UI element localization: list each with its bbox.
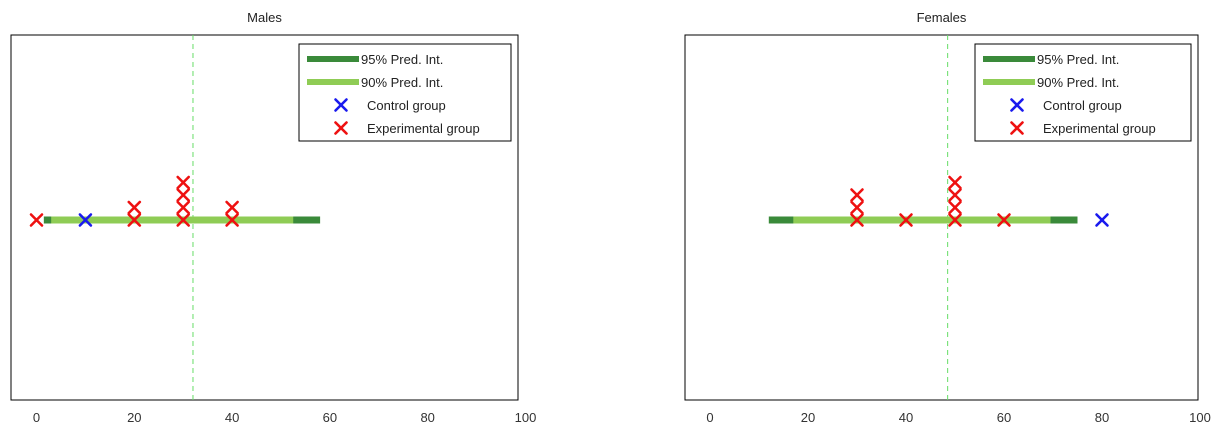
x-tick-label: 40 bbox=[899, 410, 913, 425]
experimental-point-stroke bbox=[997, 213, 1011, 227]
experimental-point-stroke bbox=[948, 188, 962, 202]
experimental-point-stroke bbox=[176, 188, 190, 202]
control-point bbox=[1095, 213, 1109, 227]
x-tick-label: 80 bbox=[1095, 410, 1109, 425]
control-point-stroke bbox=[1095, 213, 1109, 227]
experimental-point bbox=[997, 213, 1011, 227]
experimental-point-stroke bbox=[850, 213, 864, 227]
chart-title: Females bbox=[917, 10, 967, 25]
legend-marker-experimental bbox=[334, 121, 348, 135]
experimental-point bbox=[176, 200, 190, 215]
experimental-point-stroke bbox=[127, 200, 142, 215]
legend-cross bbox=[1010, 121, 1024, 135]
experimental-point-stroke bbox=[948, 200, 962, 215]
legend-label-90: 90% Pred. Int. bbox=[361, 75, 443, 90]
legend-label-experimental: Experimental group bbox=[367, 121, 480, 136]
experimental-point bbox=[225, 213, 239, 227]
experimental-point bbox=[850, 188, 864, 202]
females-panel: Females 95% Pred. Int. 90% Pred. Int. Co… bbox=[684, 10, 1211, 425]
experimental-point bbox=[948, 213, 962, 227]
x-tick-label: 60 bbox=[997, 410, 1011, 425]
experimental-point-stroke bbox=[176, 175, 190, 190]
chart-title: Males bbox=[247, 10, 282, 25]
control-point bbox=[78, 213, 93, 227]
experimental-point bbox=[850, 213, 864, 227]
chart-marks bbox=[768, 35, 1109, 400]
legend-cross-stroke bbox=[1010, 98, 1024, 112]
experimental-point-stroke bbox=[176, 213, 190, 227]
experimental-point-stroke bbox=[899, 213, 913, 227]
experimental-point-stroke bbox=[948, 175, 962, 190]
x-tick-label: 40 bbox=[225, 410, 239, 425]
experimental-point-stroke bbox=[948, 213, 962, 227]
experimental-point bbox=[127, 200, 142, 215]
legend-label-experimental: Experimental group bbox=[1043, 121, 1156, 136]
legend-marker-control bbox=[1010, 98, 1024, 112]
legend-cross-stroke bbox=[1010, 121, 1024, 135]
legend-marker-experimental bbox=[1010, 121, 1024, 135]
experimental-point bbox=[948, 175, 962, 190]
experimental-point bbox=[176, 213, 190, 227]
legend-cross bbox=[334, 121, 348, 135]
x-tick-label: 100 bbox=[515, 410, 537, 425]
experimental-point bbox=[225, 200, 239, 215]
legend-cross-stroke bbox=[334, 98, 348, 112]
legend-label-95: 95% Pred. Int. bbox=[1037, 52, 1119, 67]
legend-marker-control bbox=[334, 98, 348, 112]
legend: 95% Pred. Int. 90% Pred. Int. Control gr… bbox=[974, 43, 1192, 142]
experimental-point-stroke bbox=[850, 200, 864, 215]
x-tick-label: 100 bbox=[1189, 410, 1211, 425]
x-tick-label: 0 bbox=[33, 410, 40, 425]
experimental-point-stroke bbox=[176, 200, 190, 215]
experimental-point-stroke bbox=[225, 200, 239, 215]
experimental-point bbox=[948, 188, 962, 202]
chart-marks bbox=[29, 35, 321, 400]
x-tick-label: 80 bbox=[420, 410, 434, 425]
legend-cross-stroke bbox=[334, 121, 348, 135]
experimental-point bbox=[29, 213, 44, 227]
experimental-point-stroke bbox=[225, 213, 239, 227]
x-tick-label: 0 bbox=[706, 410, 713, 425]
experimental-point bbox=[176, 175, 190, 190]
legend-label-90: 90% Pred. Int. bbox=[1037, 75, 1119, 90]
legend-label-control: Control group bbox=[1043, 98, 1122, 113]
legend-cross bbox=[334, 98, 348, 112]
control-point-stroke bbox=[78, 213, 93, 227]
legend-label-control: Control group bbox=[367, 98, 446, 113]
experimental-point bbox=[127, 213, 142, 227]
experimental-point-stroke bbox=[850, 188, 864, 202]
x-tick-label: 20 bbox=[127, 410, 141, 425]
x-tick-label: 60 bbox=[323, 410, 337, 425]
experimental-point bbox=[850, 200, 864, 215]
experimental-point bbox=[899, 213, 913, 227]
x-tick-label: 20 bbox=[801, 410, 815, 425]
males-panel: Males 95% Pred. Int. 90% Pred. Int. Cont… bbox=[10, 10, 537, 425]
experimental-point-stroke bbox=[127, 213, 142, 227]
legend-cross bbox=[1010, 98, 1024, 112]
legend: 95% Pred. Int. 90% Pred. Int. Control gr… bbox=[298, 43, 512, 142]
legend-label-95: 95% Pred. Int. bbox=[361, 52, 443, 67]
experimental-point bbox=[176, 188, 190, 202]
experimental-point-stroke bbox=[29, 213, 44, 227]
experimental-point bbox=[948, 200, 962, 215]
